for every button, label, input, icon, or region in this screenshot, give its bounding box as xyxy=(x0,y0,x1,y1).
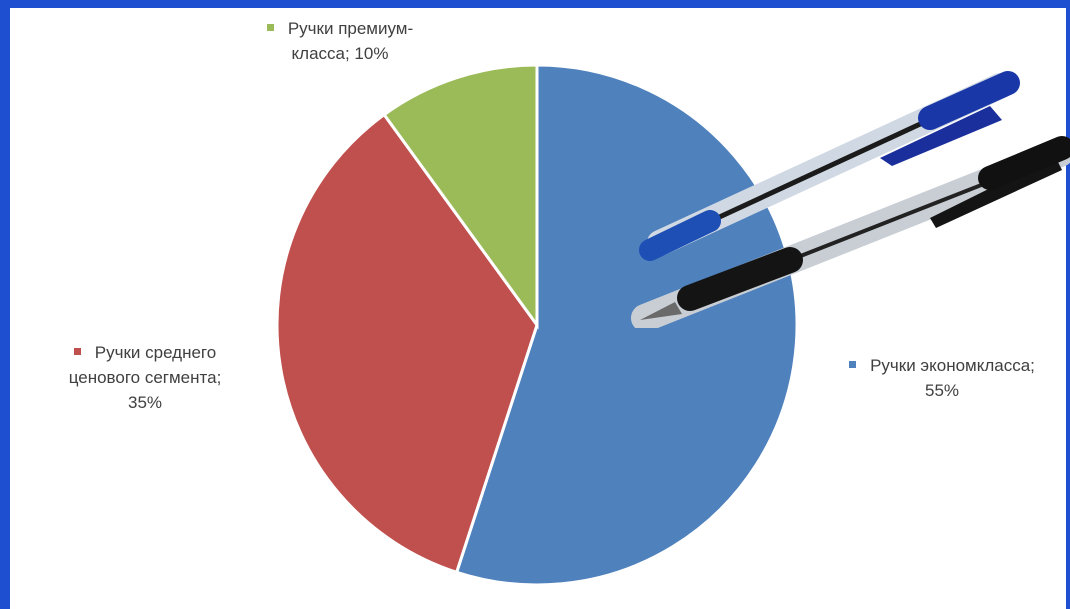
legend-marker-economy xyxy=(849,361,857,369)
label-premium-line1: Ручки премиум- xyxy=(287,19,414,38)
slide: Ручки премиум- класса; 10% Ручки среднег… xyxy=(10,8,1070,609)
legend-marker-mid xyxy=(73,348,81,356)
legend-marker-premium xyxy=(266,24,274,32)
slice-label-premium: Ручки премиум- класса; 10% xyxy=(240,16,440,66)
blue-pen-icon xyxy=(639,71,1020,261)
label-premium-line2: класса; 10% xyxy=(291,44,389,63)
slice-label-mid: Ручки среднего ценового сегмента; 35% xyxy=(30,340,260,415)
label-mid-line1: Ручки среднего xyxy=(94,343,217,362)
pie-chart xyxy=(275,63,799,587)
label-economy-line2: 55% xyxy=(924,381,960,400)
black-pen-icon xyxy=(631,136,1070,328)
pie-slice-mid xyxy=(275,112,539,575)
slice-label-economy: Ручки экономкласса; 55% xyxy=(822,353,1062,403)
label-mid-line3: 35% xyxy=(127,393,163,412)
label-mid-line2: ценового сегмента; xyxy=(68,368,222,387)
pie-slice-premium xyxy=(382,63,539,330)
label-economy-line1: Ручки экономкласса; xyxy=(870,356,1035,375)
pens-image xyxy=(631,71,1070,328)
pie-slice-economy xyxy=(454,63,799,587)
